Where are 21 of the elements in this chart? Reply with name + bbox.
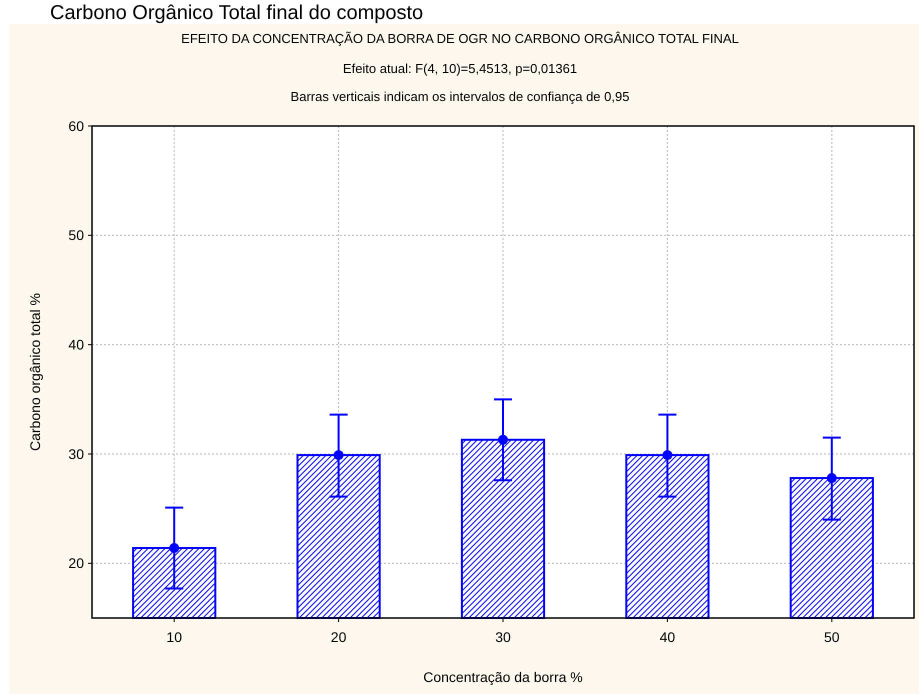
x-tick-label: 20	[330, 629, 347, 645]
x-tick-label: 40	[660, 629, 676, 645]
x-tick-label: 30	[495, 629, 511, 645]
x-tick-label: 50	[824, 629, 840, 645]
x-tick-label: 10	[166, 629, 182, 645]
point	[662, 450, 672, 460]
x-axis-title: Concentração da borra %	[423, 669, 583, 685]
y-axis-title: Carbono orgânico total %	[27, 293, 43, 451]
y-tick-label: 40	[68, 336, 84, 353]
point	[826, 473, 837, 484]
text: Efeito atual: F(4, 10)=5,4513, p=0,01361	[342, 61, 578, 76]
point	[498, 434, 508, 445]
chart-title: Carbono Orgânico Total final do composto	[50, 2, 424, 24]
y-tick-label: 20	[68, 555, 84, 572]
y-tick-label: 60	[68, 118, 84, 134]
point	[334, 450, 344, 460]
y-tick-label: 50	[68, 227, 84, 244]
y-tick-label: 30	[68, 446, 84, 462]
chart-subtitle: EFEITO DA CONCENTRAÇÃO DA BORRA DE OGR NO CARBONO ORGÂNICO TOTAL FINAL	[181, 31, 739, 46]
point	[169, 543, 180, 554]
text: Barras verticais indicam os intervalos de confiança de 0,95	[290, 89, 630, 104]
